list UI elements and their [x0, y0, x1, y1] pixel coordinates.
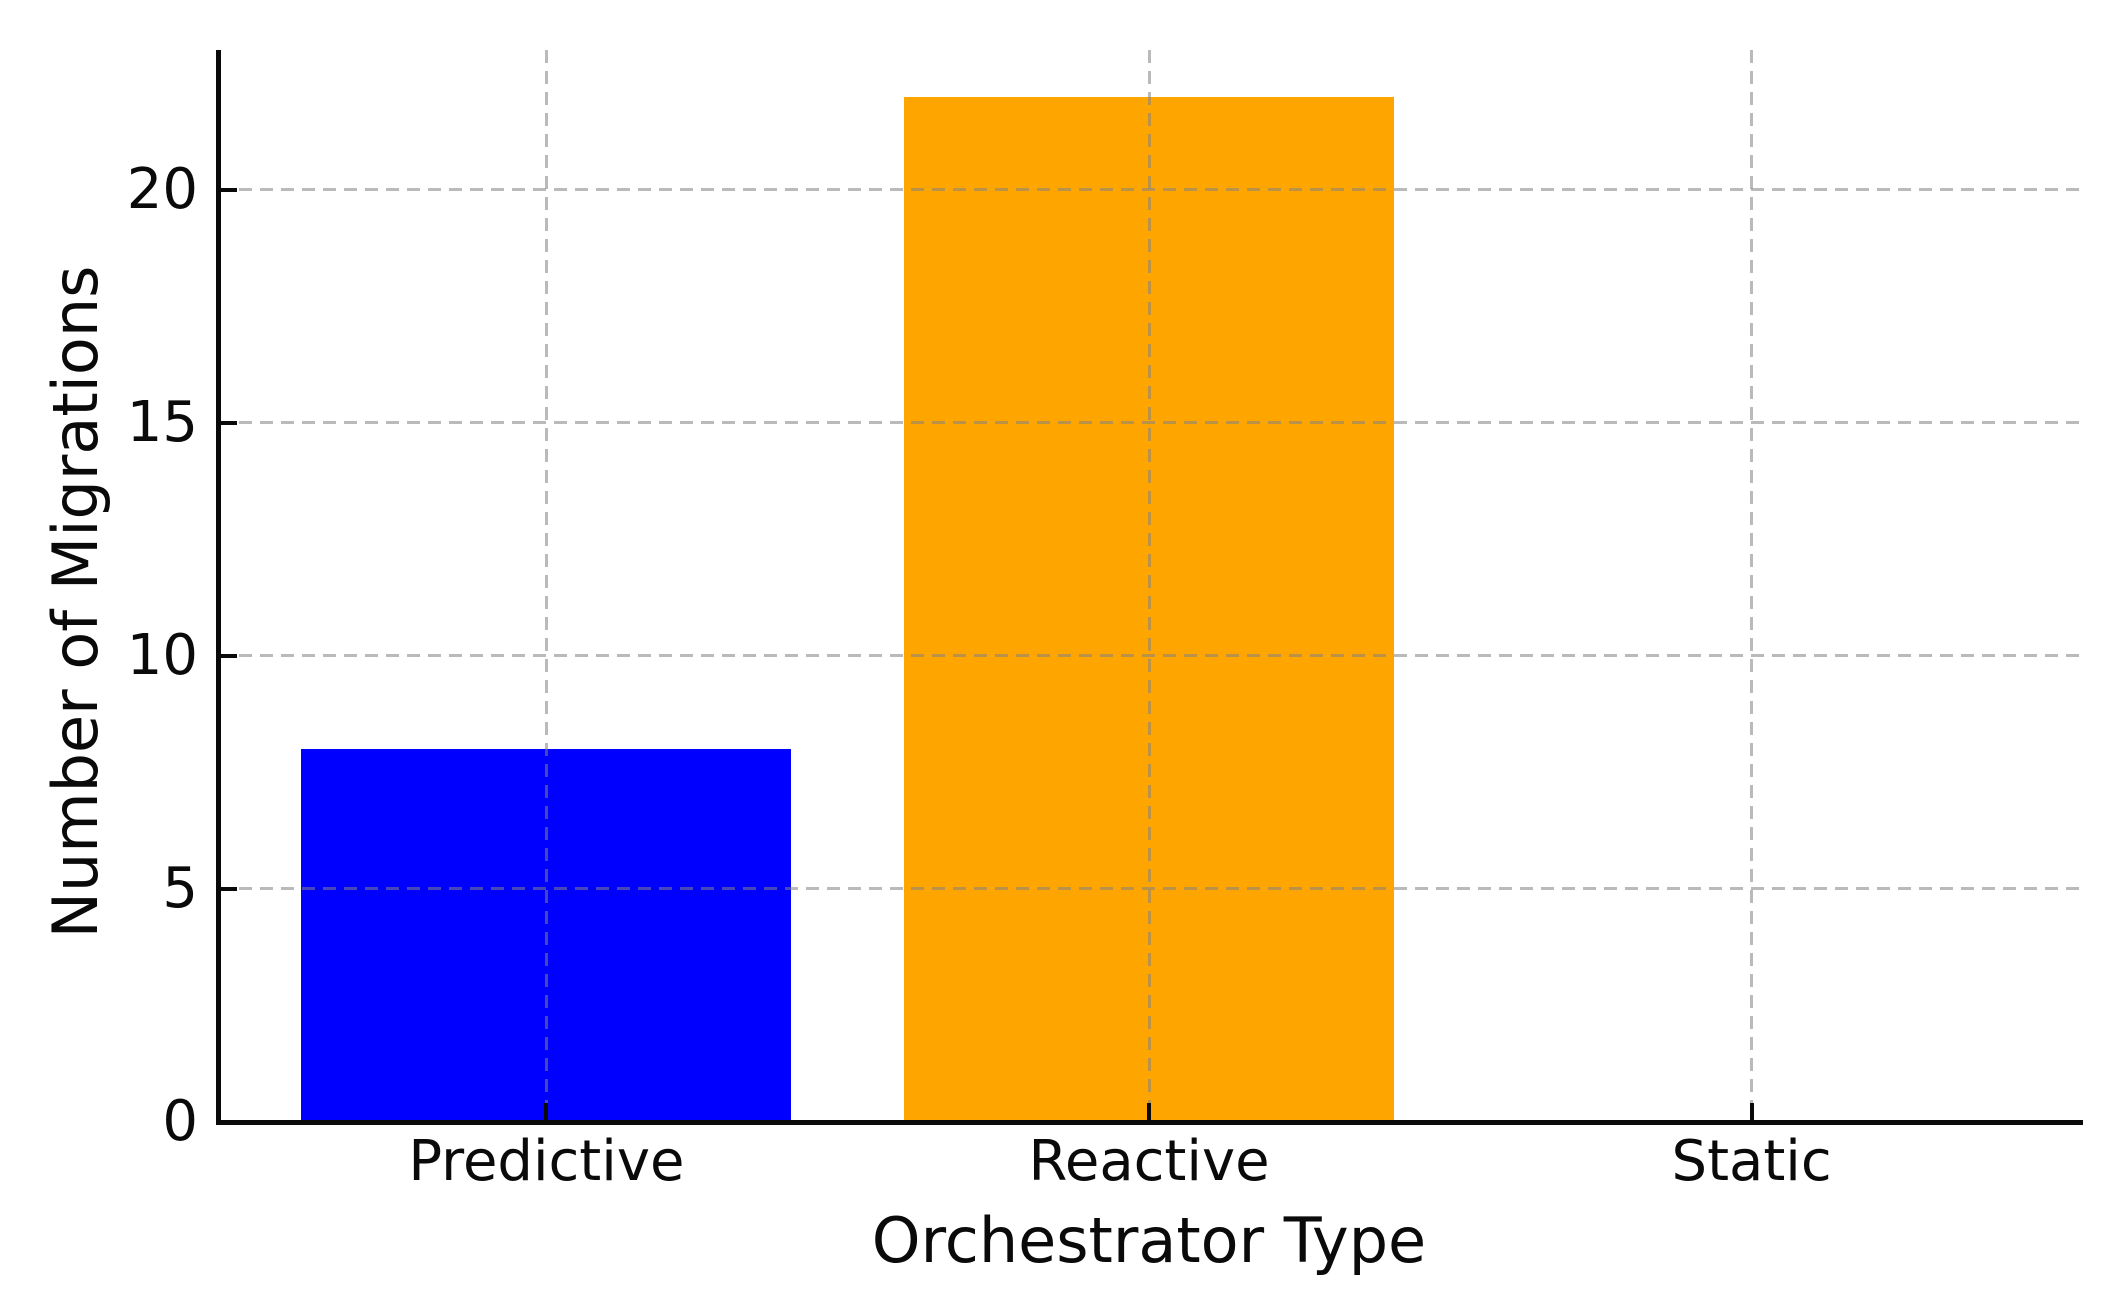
y-tick-label-20: 20 [126, 156, 198, 222]
x-tick-mark-reactive [1147, 1103, 1151, 1124]
x-tick-mark-static [1749, 1103, 1754, 1124]
y-tick-label-15: 15 [126, 389, 198, 455]
y-axis-label: Number of Migrations [39, 265, 112, 939]
x-axis-label: Orchestrator Type [871, 1204, 1427, 1277]
y-axis-spine [215, 50, 221, 1125]
x-axis-spine [215, 1119, 2083, 1125]
y-tick-label-5: 5 [162, 855, 198, 921]
x-tick-label-predictive: Predictive [408, 1129, 685, 1194]
y-tick-mark-5 [216, 886, 237, 891]
x-tick-label-reactive: Reactive [1028, 1129, 1270, 1194]
y-tick-mark-15 [216, 420, 237, 425]
y-tick-mark-20 [216, 187, 237, 192]
v-gridline-predictive [544, 50, 548, 1122]
x-tick-label-static: Static [1671, 1129, 1832, 1194]
y-tick-label-10: 10 [126, 622, 198, 688]
y-tick-mark-10 [216, 653, 237, 658]
v-gridline-static [1750, 50, 1754, 1122]
x-tick-mark-predictive [544, 1103, 549, 1124]
y-tick-label-0: 0 [162, 1089, 198, 1154]
v-gridline-reactive [1147, 50, 1151, 1122]
